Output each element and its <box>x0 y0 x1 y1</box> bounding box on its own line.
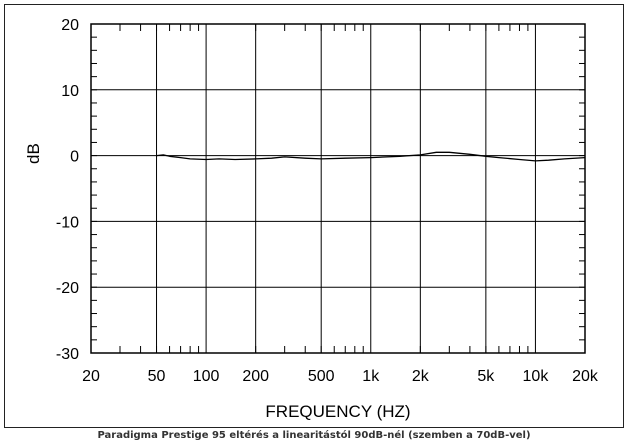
x-tick-label-50: 50 <box>148 368 166 385</box>
x-tick-label-100: 100 <box>193 368 220 385</box>
frequency-response-chart: 20 50 100 200 500 1k 2k 5k 10k 20k 20100-10-20-30… <box>24 17 599 421</box>
x-tick-label-10k: 10k <box>523 368 550 385</box>
y-tick-label--20: -20 <box>56 280 79 297</box>
x-tick-label-1k: 1k <box>362 368 380 385</box>
x-tick-label-2k: 2k <box>412 368 430 385</box>
y-tick-label-10: 10 <box>61 83 79 100</box>
y-tick-label-0: 0 <box>70 149 79 166</box>
x-tick-label-20k: 20k <box>572 368 599 385</box>
x-axis-title: FREQUENCY (HZ) <box>265 402 410 421</box>
minor-ticks <box>90 23 586 354</box>
plot-border <box>90 23 586 354</box>
x-tick-label-500: 500 <box>308 368 335 385</box>
grid-lines <box>90 23 586 354</box>
series-group <box>156 151 586 162</box>
x-tick-label-200: 200 <box>242 368 269 385</box>
y-tick-label--30: -30 <box>56 346 79 363</box>
y-tick-labels: 20 10 0 -10 -20 -30 <box>56 17 79 363</box>
chart-frame: 20 50 100 200 500 1k 2k 5k 10k 20k 20 10 0 -10 -20 -30… <box>4 4 624 428</box>
y-tick-label--10: -10 <box>56 214 79 231</box>
y-tick-label-20: 20 <box>61 17 79 34</box>
chart-caption: Paradigma Prestige 95 eltérés a linearit… <box>97 430 531 441</box>
x-tick-label-20: 20 <box>82 368 100 385</box>
y-axis-title: dB <box>24 143 43 164</box>
series-line-0 <box>156 151 586 162</box>
x-tick-labels: 20 50 100 200 500 1k 2k 5k 10k 20k <box>82 368 599 385</box>
x-tick-label-5k: 5k <box>477 368 495 385</box>
